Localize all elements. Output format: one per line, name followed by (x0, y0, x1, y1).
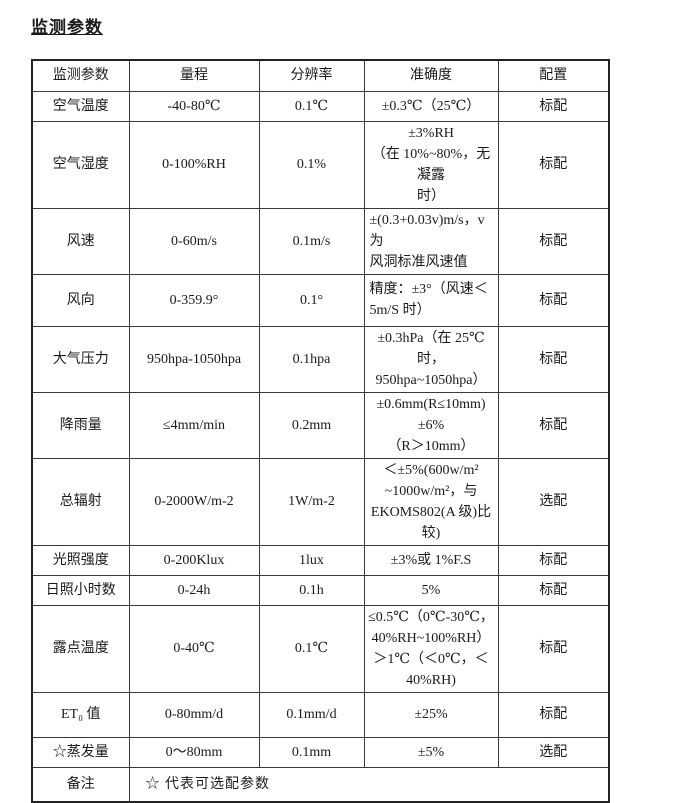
table-row-rainfall: 降雨量 ≤4mm/min 0.2mm ±0.6mm(R≤10mm)±6% （R＞… (31, 391, 610, 459)
cell-range: 950hpa-1050hpa (128, 325, 260, 393)
cell-param: 露点温度 (31, 604, 130, 693)
cell-range: 0-80mm/d (128, 691, 260, 738)
cell-config: 标配 (497, 325, 610, 393)
cell-param: ☆蒸发量 (31, 736, 130, 768)
cell-accuracy: 精度：±3°（风速＜ 5m/S 时） (363, 273, 499, 327)
cell-range: -40-80℃ (128, 90, 260, 122)
cell-resolution: 0.1mm (258, 736, 365, 768)
cell-config: 标配 (497, 691, 610, 738)
cell-resolution: 1lux (258, 544, 365, 576)
cell-accuracy: ±5% (363, 736, 499, 768)
cell-accuracy: ±0.3℃（25℃） (363, 90, 499, 122)
cell-param: 风向 (31, 273, 130, 327)
cell-accuracy: ＜±5%(600w/m² ~1000w/m²，与 EKOMS802(A 级)比较… (363, 457, 499, 546)
table-row-air-humidity: 空气湿度 0-100%RH 0.1% ±3%RH （在 10%~80%，无凝露 … (31, 120, 610, 209)
table-row-air-temperature: 空气温度 -40-80℃ 0.1℃ ±0.3℃（25℃） 标配 (31, 90, 610, 122)
cell-resolution: 0.1mm/d (258, 691, 365, 738)
cell-resolution: 0.1m/s (258, 207, 365, 275)
cell-resolution: 0.1℃ (258, 604, 365, 693)
cell-resolution: 0.1% (258, 120, 365, 209)
cell-accuracy: ≤0.5℃（0℃-30℃， 40%RH~100%RH） ＞1℃（＜0℃，＜40%… (363, 604, 499, 693)
cell-param: 光照强度 (31, 544, 130, 576)
cell-range: 0-40℃ (128, 604, 260, 693)
cell-resolution: 0.1℃ (258, 90, 365, 122)
table-row-sunshine-hours: 日照小时数 0-24h 0.1h 5% 标配 (31, 574, 610, 606)
cell-accuracy: ±(0.3+0.03v)m/s，v 为 风洞标准风速值 (363, 207, 499, 275)
table-row-dew-point: 露点温度 0-40℃ 0.1℃ ≤0.5℃（0℃-30℃， 40%RH~100%… (31, 604, 610, 693)
cell-accuracy: ±0.6mm(R≤10mm)±6% （R＞10mm） (363, 391, 499, 459)
cell-config: 选配 (497, 736, 610, 768)
cell-config: 标配 (497, 207, 610, 275)
header-resolution: 分辨率 (258, 59, 365, 92)
cell-resolution: 0.1h (258, 574, 365, 606)
cell-config: 标配 (497, 120, 610, 209)
cell-remarks-note: ☆ 代表可选配参数 (128, 766, 610, 803)
cell-accuracy: 5% (363, 574, 499, 606)
cell-range: 0-60m/s (128, 207, 260, 275)
cell-range: 0～80mm (128, 736, 260, 768)
cell-param: 大气压力 (31, 325, 130, 393)
table-header-row: 监测参数 量程 分辨率 准确度 配置 (31, 59, 610, 92)
cell-param: ET₀ 值 (31, 691, 130, 738)
header-param: 监测参数 (31, 59, 130, 92)
table-row-total-radiation: 总辐射 0-2000W/m-2 1W/m-2 ＜±5%(600w/m² ~100… (31, 457, 610, 546)
table-row-wind-speed: 风速 0-60m/s 0.1m/s ±(0.3+0.03v)m/s，v 为 风洞… (31, 207, 610, 275)
cell-remarks-label: 备注 (31, 766, 130, 803)
cell-config: 标配 (497, 544, 610, 576)
cell-range: 0-200Klux (128, 544, 260, 576)
cell-range: ≤4mm/min (128, 391, 260, 459)
table-row-wind-direction: 风向 0-359.9° 0.1° 精度：±3°（风速＜ 5m/S 时） 标配 (31, 273, 610, 327)
cell-param: 空气温度 (31, 90, 130, 122)
cell-resolution: 0.1° (258, 273, 365, 327)
cell-config: 标配 (497, 574, 610, 606)
cell-range: 0-24h (128, 574, 260, 606)
cell-param: 空气湿度 (31, 120, 130, 209)
cell-param: 日照小时数 (31, 574, 130, 606)
cell-range: 0-100%RH (128, 120, 260, 209)
table-row-air-pressure: 大气压力 950hpa-1050hpa 0.1hpa ±0.3hPa（在 25℃… (31, 325, 610, 393)
cell-resolution: 1W/m-2 (258, 457, 365, 546)
cell-config: 选配 (497, 457, 610, 546)
cell-config: 标配 (497, 90, 610, 122)
cell-config: 标配 (497, 391, 610, 459)
cell-param: 总辐射 (31, 457, 130, 546)
cell-accuracy: ±0.3hPa（在 25℃时， 950hpa~1050hpa） (363, 325, 499, 393)
table-row-remarks: 备注 ☆ 代表可选配参数 (31, 766, 610, 803)
cell-range: 0-2000W/m-2 (128, 457, 260, 546)
cell-resolution: 0.1hpa (258, 325, 365, 393)
header-accuracy: 准确度 (363, 59, 499, 92)
cell-config: 标配 (497, 273, 610, 327)
cell-config: 标配 (497, 604, 610, 693)
table-row-light-intensity: 光照强度 0-200Klux 1lux ±3%或 1%F.S 标配 (31, 544, 610, 576)
cell-range: 0-359.9° (128, 273, 260, 327)
cell-accuracy: ±25% (363, 691, 499, 738)
cell-accuracy: ±3%或 1%F.S (363, 544, 499, 576)
header-config: 配置 (497, 59, 610, 92)
monitoring-parameters-table: 监测参数 量程 分辨率 准确度 配置 空气温度 -40-80℃ 0.1℃ ±0.… (31, 59, 610, 803)
cell-param: 降雨量 (31, 391, 130, 459)
cell-resolution: 0.2mm (258, 391, 365, 459)
cell-accuracy: ±3%RH （在 10%~80%，无凝露 时） (363, 120, 499, 209)
cell-param: 风速 (31, 207, 130, 275)
page-title: 监测参数 (31, 18, 103, 37)
table-row-et0: ET₀ 值 0-80mm/d 0.1mm/d ±25% 标配 (31, 691, 610, 738)
table-row-evaporation: ☆蒸发量 0～80mm 0.1mm ±5% 选配 (31, 736, 610, 768)
header-range: 量程 (128, 59, 260, 92)
